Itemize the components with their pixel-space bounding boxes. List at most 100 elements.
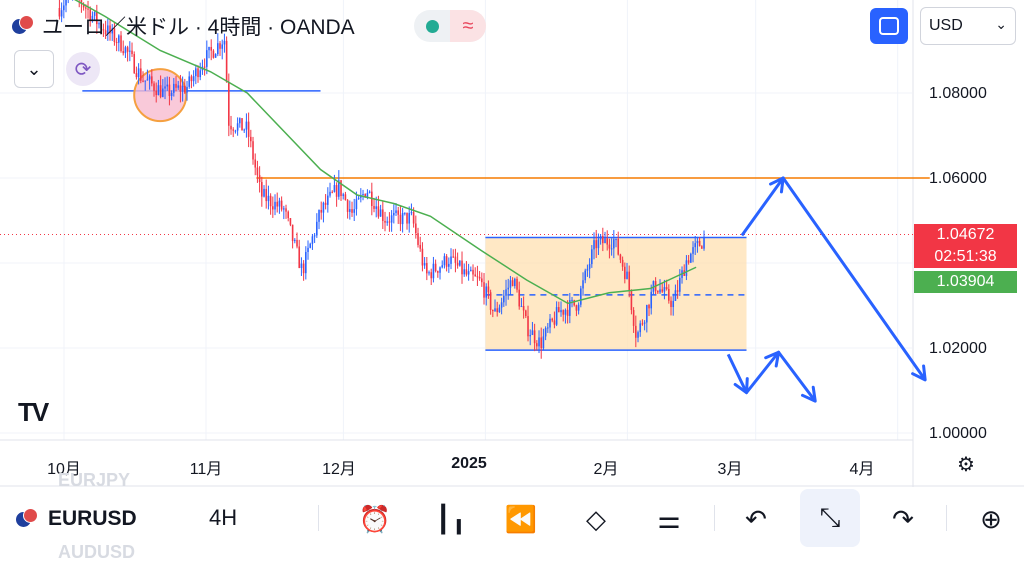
- candle-body: [672, 300, 675, 308]
- alarm-clock-icon[interactable]: ⏰: [358, 503, 392, 534]
- ma-price-label: 1.03904: [914, 271, 1017, 293]
- candle-body: [256, 167, 259, 176]
- candles-icon[interactable]: ┃╻: [435, 503, 467, 534]
- candle-body: [421, 248, 424, 266]
- candle-body: [467, 271, 470, 275]
- candle-body: [291, 224, 294, 242]
- fullscreen-exit-icon[interactable]: ⤡: [800, 489, 860, 547]
- candle-body: [489, 292, 492, 310]
- candle-body: [531, 330, 534, 335]
- candle-body: [551, 318, 554, 321]
- candle-body: [509, 280, 512, 288]
- candle-body: [184, 85, 186, 93]
- candle-body: [615, 239, 617, 241]
- candle-body: [168, 84, 171, 96]
- candle-body: [166, 84, 169, 87]
- candle-body: [364, 193, 367, 198]
- candle-body: [199, 70, 202, 78]
- candle-body: [641, 323, 644, 325]
- candle-body: [659, 289, 661, 293]
- candle-body: [181, 85, 184, 92]
- candle-body: [445, 256, 448, 267]
- candle-body: [412, 212, 415, 224]
- chart-title[interactable]: ユーロ／米ドル · 4時間 · OANDA: [42, 16, 355, 39]
- candle-body: [492, 309, 494, 312]
- candle-body: [250, 136, 252, 142]
- candle-body: [151, 76, 153, 84]
- candle-body: [177, 85, 180, 88]
- candle-body: [588, 264, 591, 269]
- undo-icon[interactable]: ↶: [745, 503, 767, 534]
- candle-body: [104, 30, 107, 35]
- symbol-list-item[interactable]: EURJPY: [58, 470, 131, 490]
- candle-body: [263, 188, 265, 197]
- candle-body: [96, 11, 98, 25]
- toolbar-divider: [318, 505, 319, 531]
- candle-body: [529, 334, 532, 337]
- candle-body: [544, 328, 547, 337]
- candle-body: [648, 305, 650, 309]
- candle-body: [221, 44, 224, 49]
- candle-body: [536, 343, 538, 347]
- candle-body: [137, 68, 140, 78]
- candle-body: [485, 286, 488, 298]
- redo-icon[interactable]: ↷: [892, 503, 914, 534]
- add-indicator-icon[interactable]: ⊕: [980, 503, 1002, 534]
- candle-body: [272, 206, 274, 210]
- candle-body: [432, 263, 435, 279]
- screen-mode-button[interactable]: [870, 8, 908, 44]
- candle-body: [599, 235, 602, 240]
- y-tick-label: 1.02000: [929, 340, 987, 357]
- candle-body: [516, 278, 518, 290]
- sliders-icon[interactable]: ⚌: [657, 503, 681, 534]
- layers-icon[interactable]: ◇: [586, 503, 606, 534]
- market-status-pill[interactable]: ≈: [414, 10, 486, 42]
- candle-body: [230, 125, 232, 130]
- candle-body: [85, 7, 87, 9]
- arrow-head: [733, 377, 749, 395]
- candle-body: [586, 268, 589, 271]
- candle-body: [228, 82, 230, 126]
- collapse-legend-button[interactable]: ⌄: [14, 50, 54, 88]
- candle-body: [503, 295, 505, 303]
- arrow-head: [769, 176, 785, 194]
- candle-body: [390, 215, 393, 223]
- candle-body: [388, 221, 391, 223]
- candle-body: [591, 249, 593, 265]
- symbol-selector[interactable]: EURUSD: [16, 507, 137, 531]
- interval-selector[interactable]: 4H: [209, 505, 238, 530]
- candle-body: [217, 43, 219, 55]
- candle-body: [459, 260, 461, 266]
- candle-body: [423, 263, 426, 266]
- projection-arrow: [726, 350, 817, 403]
- settings-icon[interactable]: ⚙: [957, 454, 975, 476]
- candle-body: [593, 240, 595, 250]
- candle-body: [454, 256, 457, 263]
- candle-body: [289, 218, 292, 225]
- candle-body: [610, 248, 613, 250]
- bar-countdown-label: 02:51:38: [914, 246, 1017, 268]
- price-chart[interactable]: [0, 0, 1024, 487]
- candle-body: [355, 199, 358, 210]
- candle-body: [333, 185, 336, 192]
- candle-body: [456, 262, 459, 266]
- rewind-icon[interactable]: ⏪: [504, 503, 538, 534]
- candle-body: [533, 330, 536, 344]
- symbol-list-item[interactable]: AUDUSD: [58, 542, 136, 562]
- candle-body: [511, 280, 514, 287]
- candle-body: [245, 121, 248, 130]
- candle-body: [302, 263, 305, 274]
- currency-select[interactable]: USD ⌄: [920, 7, 1016, 45]
- candle-body: [188, 76, 191, 87]
- sync-icon[interactable]: ⟳: [66, 52, 100, 86]
- candle-body: [580, 288, 582, 305]
- candle-body: [342, 194, 345, 197]
- candle-body: [124, 47, 127, 54]
- candle-body: [624, 266, 626, 279]
- candle-body: [650, 291, 653, 309]
- candle-body: [448, 263, 450, 267]
- candle-body: [300, 263, 303, 269]
- candle-body: [223, 40, 226, 45]
- candle-body: [192, 76, 195, 82]
- candle-body: [426, 263, 428, 274]
